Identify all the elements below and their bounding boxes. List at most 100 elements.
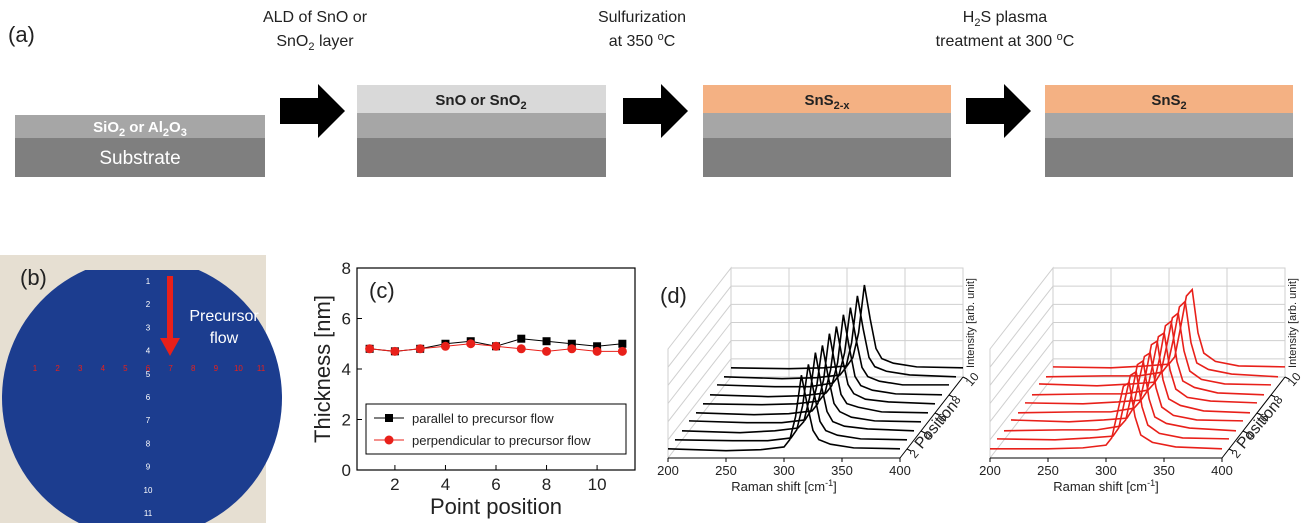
spectrum	[990, 381, 1223, 450]
x-tick-label: 350	[1153, 463, 1175, 478]
spectrum	[709, 314, 943, 398]
step-text: at 350 oC	[609, 31, 676, 50]
point-label: 8	[191, 364, 196, 373]
insulator-layer	[1045, 113, 1293, 138]
spectrum	[1010, 351, 1244, 423]
legend-text: parallel to precursor flow	[412, 411, 554, 426]
insulator-layer	[15, 115, 265, 138]
film-layer	[357, 85, 606, 113]
spectrum	[1052, 287, 1286, 369]
z-tick-label: 10	[1285, 369, 1305, 388]
point-label: 5	[123, 364, 128, 373]
wall-grid	[667, 358, 732, 441]
wall-grid	[667, 285, 732, 368]
x-tick-label: 400	[1211, 463, 1233, 478]
spectrum	[716, 307, 949, 388]
z-tick	[1270, 394, 1276, 398]
x-tick-label: 300	[1095, 463, 1117, 478]
z-axis-label: Position	[912, 398, 962, 453]
spectrum	[681, 352, 915, 434]
step-text: treatment at 300 oC	[936, 31, 1075, 50]
panel-label: (b)	[20, 265, 47, 290]
z-tick-label: 10	[963, 369, 983, 388]
data-point	[617, 346, 627, 356]
z-axis-label: Position	[1234, 398, 1284, 453]
z-tick	[1284, 376, 1290, 380]
point-label: 2	[146, 300, 151, 309]
point-label: 8	[146, 439, 151, 448]
wall-grid	[667, 340, 732, 422]
y-tick-label: 0	[342, 461, 351, 480]
process-arrow	[966, 84, 1031, 138]
y-tick-label: 8	[342, 259, 351, 278]
stack: SnS2-x	[703, 85, 951, 177]
panel-label: (a)	[8, 22, 35, 47]
point-label: 4	[101, 364, 106, 373]
data-point	[415, 344, 425, 354]
wall-grid	[667, 322, 732, 404]
point-label: 3	[78, 364, 83, 373]
z-tick	[948, 394, 954, 398]
point-label: 11	[257, 364, 266, 373]
substrate-layer	[703, 138, 951, 177]
spectrum	[695, 333, 929, 416]
point-label: 10	[234, 364, 243, 373]
point-label: 9	[214, 364, 219, 373]
x-tick-label: 200	[657, 463, 679, 478]
spectrum	[674, 364, 908, 442]
x-tick-label: 250	[1037, 463, 1059, 478]
step-text: H2S plasma	[963, 9, 1047, 29]
legend-marker	[385, 414, 393, 422]
spectrum	[1038, 311, 1272, 387]
data-point	[517, 334, 526, 343]
x-tick-label: 4	[441, 475, 450, 494]
x-axis-label: Raman shift [cm-1]	[731, 478, 837, 494]
spectrum	[688, 345, 922, 424]
wall-grid	[989, 304, 1054, 386]
insulator-layer	[357, 113, 606, 138]
spectrum	[702, 326, 936, 406]
flow-arrow-head	[160, 338, 180, 356]
x-tick-label: 10	[588, 475, 607, 494]
point-label: 1	[33, 364, 38, 373]
x-tick-label: 200	[979, 463, 1001, 478]
z-tick	[1228, 448, 1234, 452]
legend-text: perpendicular to precursor flow	[412, 433, 591, 448]
spectrum	[667, 375, 901, 452]
step-text: SnO2 layer	[276, 33, 354, 53]
data-point	[542, 346, 552, 356]
x-tick-label: 350	[831, 463, 853, 478]
x-tick-label: 6	[491, 475, 500, 494]
y-tick-label: 4	[342, 360, 351, 379]
panel-label: (c)	[369, 278, 395, 303]
wall-grid	[989, 358, 1054, 441]
substrate-layer	[15, 138, 265, 177]
x-axis-label: Raman shift [cm-1]	[1053, 478, 1159, 494]
x-tick-label: 300	[773, 463, 795, 478]
x-tick-label: 2	[390, 475, 399, 494]
spectrum	[1024, 331, 1258, 405]
stack: SnO or SnO2	[357, 85, 606, 177]
wall-grid	[989, 322, 1054, 404]
spectrum	[730, 284, 964, 370]
point-label: 9	[146, 463, 151, 472]
data-point	[516, 344, 526, 354]
stack: SiO2 or Al2O3 Substrate	[15, 115, 265, 177]
point-label: 2	[55, 364, 60, 373]
point-label: 1	[146, 277, 151, 286]
x-tick-label: 250	[715, 463, 737, 478]
data-point	[593, 342, 602, 351]
point-label: 6	[146, 393, 151, 402]
wall-grid	[989, 340, 1054, 422]
step-text: Sulfurization	[598, 9, 686, 26]
z-tick	[906, 448, 912, 452]
data-point	[390, 346, 400, 356]
substrate-layer	[357, 138, 606, 177]
z-tick	[962, 376, 968, 380]
film-layer	[1045, 85, 1293, 113]
spectrum	[1003, 359, 1237, 432]
z-axis	[1221, 376, 1286, 459]
